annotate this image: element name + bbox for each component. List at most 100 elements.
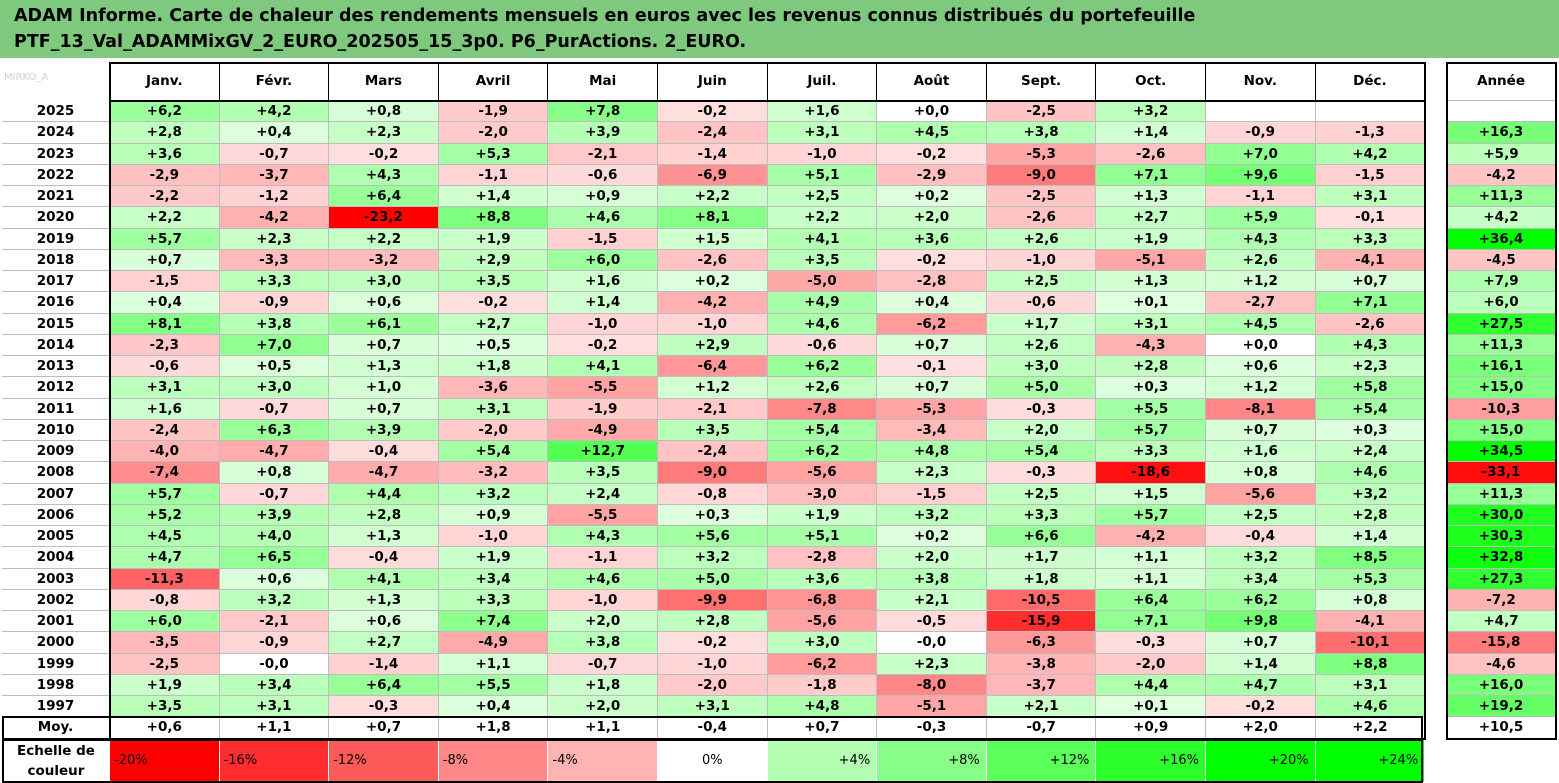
heat-cell: +6,0 <box>548 249 658 271</box>
annual-cell: +16,3 <box>1447 122 1556 144</box>
heat-cell: -2,8 <box>767 547 878 569</box>
heat-cell: +0,7 <box>1206 419 1316 441</box>
heat-cell: -4,9 <box>548 419 658 441</box>
heat-cell: -2,6 <box>986 207 1097 229</box>
heat-cell: +6,2 <box>767 356 878 378</box>
heat-cell: -0,7 <box>219 143 330 165</box>
heat-cell: -0,3 <box>986 462 1097 484</box>
scale-swatch: +20% <box>1206 739 1316 782</box>
heat-cell: -2,2 <box>110 186 220 208</box>
heat-cell: +1,6 <box>1206 441 1316 463</box>
heat-cell: +0,3 <box>658 504 768 526</box>
year-label: 2000 <box>2 632 110 654</box>
heat-cell: -2,1 <box>548 143 658 165</box>
heat-cell: +2,4 <box>548 483 658 505</box>
heat-cell: +4,3 <box>548 526 658 548</box>
heat-cell: -11,3 <box>110 568 220 590</box>
heat-cell: +1,9 <box>110 674 220 696</box>
heat-cell: +4,5 <box>877 122 987 144</box>
heat-cell: +3,5 <box>110 696 220 718</box>
annual-cell: +36,4 <box>1447 228 1556 250</box>
scale-swatch: +12% <box>986 739 1097 782</box>
heat-cell: -0,9 <box>1206 122 1316 144</box>
annual-cell: +32,8 <box>1447 547 1556 569</box>
heat-cell: +7,1 <box>1315 292 1426 314</box>
heat-cell: +4,3 <box>1206 228 1316 250</box>
heat-cell: +2,3 <box>1315 356 1426 378</box>
scale-swatch: +8% <box>877 739 987 782</box>
annual-cell: +5,9 <box>1447 143 1556 165</box>
heat-cell: +1,6 <box>767 101 878 123</box>
heat-cell: -6,2 <box>767 653 878 675</box>
average-cell: +1,8 <box>438 717 549 739</box>
heat-cell: +3,6 <box>110 143 220 165</box>
heat-cell: +0,7 <box>329 334 439 356</box>
heat-cell: +3,9 <box>548 122 658 144</box>
heat-cell: -1,0 <box>658 653 768 675</box>
heat-cell: -10,1 <box>1315 632 1426 654</box>
heat-cell: +5,4 <box>767 419 878 441</box>
heat-cell: -5,6 <box>767 462 878 484</box>
heat-cell: -2,5 <box>986 101 1097 123</box>
month-header: Sept. <box>986 62 1097 101</box>
heat-cell: +2,3 <box>219 228 330 250</box>
heat-cell: -1,5 <box>110 271 220 293</box>
heat-cell: +1,9 <box>438 547 549 569</box>
heat-cell: -2,9 <box>110 164 220 186</box>
annual-cell: +27,3 <box>1447 568 1556 590</box>
heat-cell: +7,4 <box>438 611 549 633</box>
annual-cell: +30,3 <box>1447 526 1556 548</box>
heat-cell: +2,9 <box>658 334 768 356</box>
heat-cell: -1,5 <box>548 228 658 250</box>
heat-cell: +1,3 <box>1096 186 1206 208</box>
annual-cell: +7,9 <box>1447 271 1556 293</box>
heat-cell: -8,0 <box>877 674 987 696</box>
annual-cell: +16,1 <box>1447 356 1556 378</box>
heat-cell: -4,9 <box>438 632 549 654</box>
heat-cell: +8,8 <box>438 207 549 229</box>
heat-cell: -0,7 <box>219 398 330 420</box>
heat-cell: +1,1 <box>1096 568 1206 590</box>
heat-cell: +2,8 <box>329 504 439 526</box>
heat-cell: +5,1 <box>767 526 878 548</box>
heat-cell: -0,6 <box>986 292 1097 314</box>
heat-cell: -3,3 <box>219 249 330 271</box>
heat-cell: -3,5 <box>110 632 220 654</box>
month-header: Nov. <box>1206 62 1316 101</box>
heat-cell: +0,2 <box>658 271 768 293</box>
heat-cell: +6,4 <box>329 674 439 696</box>
heat-cell: +3,2 <box>438 483 549 505</box>
heat-cell: -1,0 <box>986 249 1097 271</box>
heat-cell: +4,1 <box>767 228 878 250</box>
heat-cell: +2,0 <box>877 547 987 569</box>
heat-cell: +2,6 <box>986 334 1097 356</box>
heat-cell: +4,6 <box>548 568 658 590</box>
month-header: Août <box>877 62 987 101</box>
annual-cell: +15,0 <box>1447 377 1556 399</box>
heat-cell: -4,2 <box>1096 526 1206 548</box>
year-label: 2017 <box>2 271 110 293</box>
heat-cell: +6,5 <box>219 547 330 569</box>
heat-cell: -0,1 <box>877 356 987 378</box>
heat-cell: +5,5 <box>438 674 549 696</box>
heat-cell: +0,3 <box>1315 419 1426 441</box>
heat-cell: +4,1 <box>548 356 658 378</box>
heat-cell: -10,5 <box>986 589 1097 611</box>
heat-cell: -1,9 <box>548 398 658 420</box>
annual-cell: +19,2 <box>1447 696 1556 718</box>
heat-cell: +5,9 <box>1206 207 1316 229</box>
heat-cell: +0,4 <box>438 696 549 718</box>
heat-cell: +1,3 <box>1096 271 1206 293</box>
heat-cell: +0,6 <box>1206 356 1316 378</box>
heat-cell: +0,5 <box>219 356 330 378</box>
year-label: 2023 <box>2 143 110 165</box>
heat-cell: -4,2 <box>219 207 330 229</box>
heat-cell: +1,6 <box>110 398 220 420</box>
chart-title-line2: PTF_13_Val_ADAMMixGV_2_EURO_202505_15_3p… <box>14 32 747 52</box>
heat-cell: +0,1 <box>1096 696 1206 718</box>
year-label: 2013 <box>2 356 110 378</box>
heat-cell: +3,5 <box>438 271 549 293</box>
heat-cell: +1,4 <box>1315 526 1426 548</box>
heat-cell: -0,5 <box>877 611 987 633</box>
year-label: 1999 <box>2 653 110 675</box>
